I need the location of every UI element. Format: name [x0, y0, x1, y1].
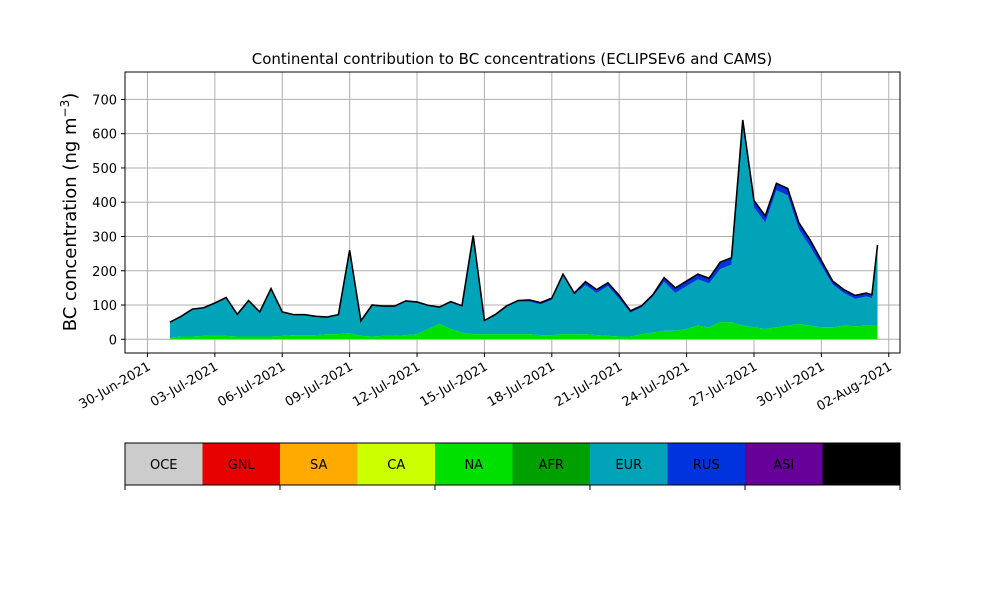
legend-colorbar: OCE GNL SA CA NA AFR EUR RUS ASI AUS [124, 442, 901, 490]
legend-swatch-sa [280, 443, 358, 485]
y-tick-label: 0 [109, 333, 117, 348]
plot-area [169, 119, 879, 340]
plot-frame [124, 71, 901, 354]
legend-label-rus: RUS [693, 458, 720, 473]
legend-swatch-na [435, 443, 513, 485]
legend-swatch-aus [822, 443, 900, 485]
legend-label-oce: OCE [150, 458, 178, 473]
legend-label-sa: SA [310, 458, 327, 473]
grid-lines [125, 72, 900, 353]
area-eur [169, 126, 878, 338]
legend-swatch-gnl [202, 443, 280, 485]
legend-label-aus: AUS [848, 458, 875, 473]
y-tick-label: 200 [92, 265, 117, 280]
y-tick-label: 600 [92, 128, 117, 143]
legend-label-eur: EUR [615, 458, 642, 473]
legend-label-na: NA [464, 458, 483, 473]
y-tick-label: 300 [92, 230, 117, 245]
legend-swatch-afr [512, 443, 590, 485]
y-tick-label: 500 [92, 162, 117, 177]
legend-swatch-ca [357, 443, 435, 485]
legend-swatch-eur [590, 443, 668, 485]
legend-swatch-rus [667, 443, 745, 485]
y-tick-label: 100 [92, 299, 117, 314]
y-axis-label: BC concentration (ng m−3) [58, 93, 81, 332]
legend-label-ca: CA [387, 458, 405, 473]
colorbar-frame [124, 442, 901, 486]
total-line [169, 119, 879, 323]
legend-label-afr: AFR [539, 458, 564, 473]
legend-label-asi: ASI [773, 458, 794, 473]
area-na [169, 322, 878, 340]
legend-label-gnl: GNL [228, 458, 256, 473]
y-tick-label: 700 [92, 93, 117, 108]
chart-title: Continental contribution to BC concentra… [252, 50, 773, 68]
legend-swatch-asi [745, 443, 823, 485]
legend-swatch-oce [125, 443, 203, 485]
y-tick-label: 400 [92, 196, 117, 211]
